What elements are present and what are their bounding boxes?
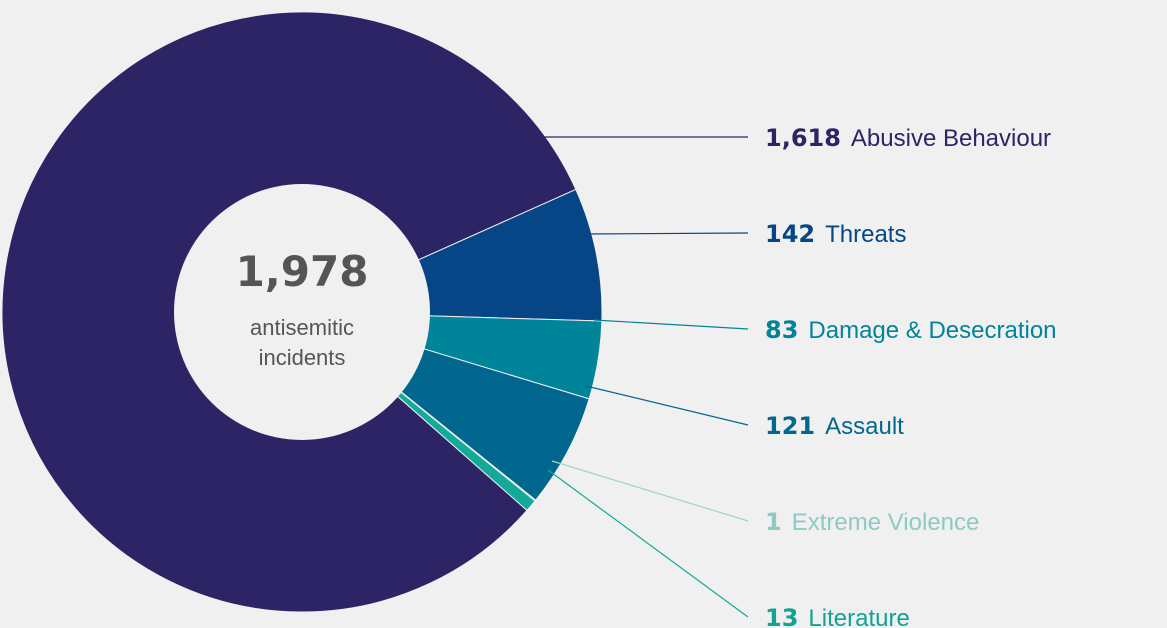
slice-label-abusive-behaviour: 1,618 Abusive Behaviour — [765, 124, 1051, 152]
slice-label-threats: 142 Threats — [765, 220, 906, 248]
leader-line-assault — [585, 385, 749, 426]
slice-value-threats: 142 — [765, 220, 815, 248]
donut-hole — [174, 184, 430, 440]
slice-name-literature: Literature — [808, 605, 909, 628]
slice-value-damage-desecration: 83 — [765, 316, 798, 344]
slice-label-extreme-violence: 1 Extreme Violence — [765, 508, 979, 536]
slice-label-damage-desecration: 83 Damage & Desecration — [765, 316, 1057, 344]
leader-line-threats — [587, 232, 749, 235]
slice-name-assault: Assault — [825, 413, 904, 440]
slice-value-extreme-violence: 1 — [765, 508, 782, 536]
slice-labels: 1,618 Abusive Behaviour 142 Threats 83 Damage… — [765, 124, 1057, 628]
slice-value-literature: 13 — [765, 604, 798, 628]
slice-value-assault: 121 — [765, 412, 815, 440]
slice-name-threats: Threats — [825, 221, 906, 248]
center-caption-line-1: antisemitic — [250, 315, 354, 340]
center-caption-line-2: incidents — [259, 345, 346, 370]
leader-lines — [540, 136, 749, 618]
slice-name-damage-desecration: Damage & Desecration — [808, 317, 1056, 344]
slice-label-assault: 121 Assault — [765, 412, 904, 440]
slice-value-abusive-behaviour: 1,618 — [765, 124, 841, 152]
total-incidents: 1,978 — [236, 247, 369, 296]
slice-label-literature: 13 Literature — [765, 604, 910, 628]
slice-name-extreme-violence: Extreme Violence — [792, 509, 980, 536]
leader-line-extreme-violence — [551, 460, 749, 522]
leader-line-literature — [547, 469, 749, 618]
slice-name-abusive-behaviour: Abusive Behaviour — [851, 125, 1051, 152]
leader-line-damage-desecration — [593, 319, 749, 330]
